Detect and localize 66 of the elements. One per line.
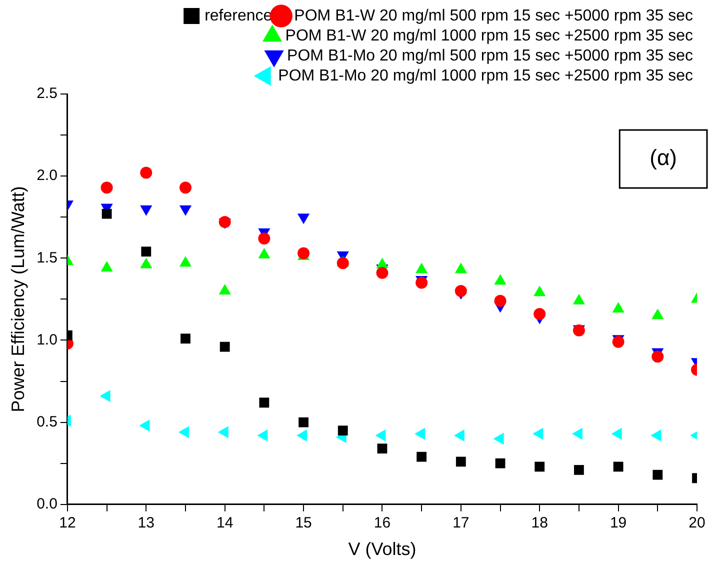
point — [296, 429, 308, 442]
x-tick-label: 17 — [452, 514, 470, 532]
point — [258, 232, 270, 244]
point — [102, 208, 112, 219]
y-tick-label: 2.5 — [36, 85, 58, 102]
legend-label: reference — [204, 7, 272, 24]
point — [416, 262, 428, 274]
point — [652, 308, 664, 320]
point — [140, 166, 152, 179]
point — [534, 286, 546, 296]
point — [613, 462, 624, 472]
y-tick-label: 1.0 — [36, 331, 58, 348]
point — [259, 398, 270, 408]
legend-label: POM B1-Mo 20 mg/ml 500 rpm 15 sec +5000 rpm 35 sec — [287, 47, 693, 64]
point — [140, 258, 152, 268]
point — [376, 266, 388, 279]
y-tick-label: 2.0 — [36, 167, 58, 184]
point — [612, 302, 624, 313]
legend-label: POM B1-W 20 mg/ml 1000 rpm 15 sec +2500 rpm 35 sec — [285, 27, 694, 44]
point — [416, 276, 428, 289]
legend-label: POM B1-W 20 mg/ml 500 rpm 15 sec +5000 rpm 35 sec — [294, 7, 693, 24]
point — [100, 261, 113, 272]
point — [338, 426, 348, 436]
point — [652, 350, 664, 363]
point — [336, 257, 349, 270]
point — [534, 308, 546, 320]
x-axis-title: V (Volts) — [348, 539, 416, 560]
point — [416, 452, 427, 462]
point — [534, 462, 545, 472]
x-tick-label: 13 — [138, 514, 154, 532]
point — [100, 182, 113, 194]
point — [298, 247, 310, 260]
x-tick-label: 18 — [531, 514, 548, 532]
point — [454, 284, 467, 297]
point — [414, 428, 426, 440]
y-tick-label: 0.5 — [36, 413, 58, 430]
point — [180, 334, 190, 344]
point — [495, 458, 506, 468]
x-tick-label: 12 — [59, 514, 76, 532]
x-tick-label: 14 — [216, 514, 234, 532]
x-tick-label: 16 — [374, 514, 391, 532]
y-tick-label: 1.5 — [36, 249, 58, 266]
annotation: (α) — [650, 145, 677, 170]
point — [574, 464, 584, 475]
point — [456, 456, 466, 467]
point — [532, 428, 544, 440]
point — [179, 256, 192, 267]
point — [377, 444, 388, 454]
point — [652, 470, 663, 480]
y-axis-title: Power Efficiency (Lum/Watt) — [8, 186, 28, 412]
point — [650, 429, 662, 442]
point — [454, 262, 467, 274]
x-tick-label: 20 — [688, 514, 706, 532]
point — [220, 342, 230, 352]
point — [179, 182, 192, 194]
y-tick-label: 0.0 — [36, 496, 58, 513]
x-tick-label: 15 — [295, 514, 312, 532]
point — [572, 294, 586, 304]
legend-label: POM B1-Mo 20 mg/ml 1000 rpm 15 sec +2500 rpm 35 sec — [278, 67, 694, 84]
point — [494, 294, 506, 307]
point — [141, 246, 152, 257]
point — [298, 417, 308, 428]
x-tick-label: 19 — [610, 514, 627, 532]
point — [218, 216, 231, 228]
point — [494, 274, 506, 285]
point — [258, 248, 270, 258]
